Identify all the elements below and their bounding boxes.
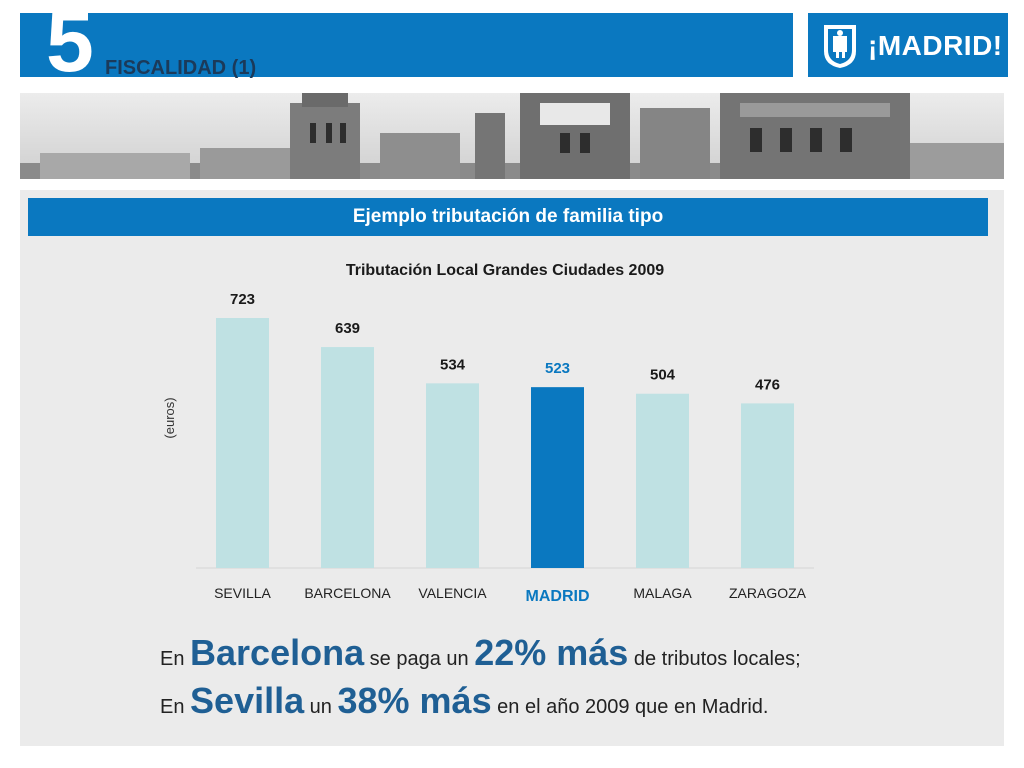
statement-0-part-1: Barcelona [190,632,365,673]
statement-1-part-0: En [160,696,191,718]
statement-0-part-0: En [160,648,191,670]
statement-1-part-2: un [304,696,338,718]
statement-0-part-3: 22% más [474,632,629,673]
value-label-barcelona: 639 [335,320,360,337]
category-label-zaragoza: ZARAGOZA [729,585,807,601]
statement-sevilla: En Sevilla un 38% más en el año 2009 que… [160,680,768,722]
value-label-valencia: 534 [440,356,466,373]
category-label-madrid: MADRID [526,588,590,605]
bar-malaga [636,393,689,568]
value-label-sevilla: 723 [230,291,255,308]
bar-zaragoza [741,403,794,568]
category-label-valencia: VALENCIA [418,585,487,601]
bar-valencia [426,383,479,568]
header-bar: 5 [20,0,793,85]
chart-title: Tributación Local Grandes Ciudades 2009 [346,262,664,279]
category-label-sevilla: SEVILLA [214,585,271,601]
category-label-malaga: MALAGA [633,585,692,601]
statement-1-part-3: 38% más [337,680,492,721]
y-axis-label: (euros) [162,397,177,438]
value-label-malaga: 504 [650,367,676,384]
bar-madrid [531,387,584,568]
panel-header: Ejemplo tributación de familia tipo [28,198,988,236]
category-label-barcelona: BARCELONA [304,585,391,601]
value-label-madrid: 523 [545,360,570,377]
statement-barcelona: En Barcelona se paga un 22% más de tribu… [160,632,801,674]
section-title: FISCALIDAD (1) [105,57,257,79]
panel-title: Ejemplo tributación de familia tipo [352,206,664,227]
statement-1-part-1: Sevilla [190,680,305,721]
statement-0-part-4: de tributos locales; [628,648,801,670]
section-number: 5 [46,0,94,90]
bar-sevilla [216,318,269,568]
bar-barcelona [321,347,374,568]
coat-of-arms-icon [824,25,856,68]
statement-1-part-4: en el año 2009 que en Madrid. [491,696,769,718]
value-label-zaragoza: 476 [755,376,780,393]
city-hall-banner [20,93,1004,179]
logo-text: ¡MADRID! [868,30,1003,61]
content-panel [20,190,1004,746]
statement-0-part-2: se paga un [364,648,475,670]
building-skyline-image [20,93,1004,179]
madrid-logo: ¡MADRID! [808,13,1008,77]
